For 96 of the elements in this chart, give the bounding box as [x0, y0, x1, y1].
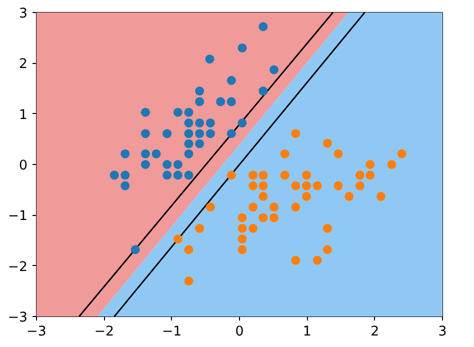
point: [258, 86, 268, 96]
point: [291, 181, 300, 190]
point: [355, 181, 364, 190]
point: [184, 108, 194, 117]
x-tick-label: −2: [94, 324, 114, 340]
y-tick-label: −3: [8, 310, 28, 326]
point: [270, 65, 279, 74]
point: [184, 129, 194, 138]
x-tick-label: 2: [370, 324, 380, 340]
point: [184, 245, 194, 254]
point: [184, 170, 194, 180]
point: [248, 202, 258, 212]
point: [238, 213, 247, 222]
y-tick-label: −1: [8, 209, 28, 224]
point: [184, 118, 194, 128]
point: [397, 149, 406, 158]
point: [226, 129, 236, 138]
y-tick-label: 1: [19, 108, 28, 123]
point: [120, 149, 130, 158]
point: [334, 181, 343, 190]
x-tick-label: 3: [438, 324, 447, 340]
point: [258, 170, 268, 180]
point: [184, 149, 194, 158]
point: [162, 160, 172, 169]
point: [226, 170, 236, 180]
point: [387, 160, 396, 169]
point: [173, 234, 182, 244]
point: [248, 181, 258, 190]
point: [238, 224, 247, 233]
x-tick-label: 1: [302, 324, 312, 340]
point: [238, 234, 247, 244]
point: [162, 129, 172, 138]
point: [110, 170, 119, 180]
point: [280, 170, 290, 180]
point: [291, 202, 300, 212]
point: [355, 170, 364, 180]
point: [173, 160, 182, 169]
point: [152, 149, 161, 158]
point: [226, 76, 236, 85]
point: [334, 149, 343, 158]
point: [195, 139, 204, 148]
point: [195, 118, 204, 128]
y-tick-label: 2: [19, 57, 28, 72]
point: [206, 202, 215, 212]
point: [376, 192, 386, 201]
point: [206, 118, 215, 128]
point: [206, 129, 215, 138]
point: [173, 170, 182, 180]
point: [291, 256, 300, 265]
point: [302, 192, 311, 201]
point: [270, 202, 279, 212]
point: [302, 170, 311, 180]
x-tick-label: −1: [162, 324, 182, 340]
point: [173, 108, 182, 117]
point: [195, 224, 204, 233]
point: [344, 192, 354, 201]
x-tick-label: 0: [235, 324, 244, 340]
point: [226, 97, 236, 106]
point: [312, 181, 322, 190]
point: [184, 139, 194, 148]
point: [140, 149, 150, 158]
point: [162, 170, 172, 180]
point: [195, 86, 204, 96]
point: [258, 22, 268, 32]
point: [205, 54, 214, 64]
point: [270, 213, 279, 222]
point: [130, 245, 140, 254]
point: [120, 181, 130, 190]
point: [248, 170, 258, 180]
y-tick-label: 3: [19, 6, 28, 22]
point: [258, 192, 268, 201]
y-tick-label: 0: [19, 158, 28, 174]
point: [291, 129, 300, 138]
point: [195, 129, 204, 138]
point: [302, 181, 311, 190]
point: [140, 160, 150, 169]
point: [248, 224, 258, 233]
point: [258, 181, 268, 190]
point: [195, 97, 204, 106]
point: [238, 43, 247, 52]
point: [322, 138, 332, 148]
point: [280, 149, 290, 158]
point: [238, 118, 247, 128]
point: [140, 108, 150, 117]
y-tick-label: −2: [8, 260, 28, 275]
point: [140, 129, 150, 138]
point: [216, 97, 226, 106]
point: [120, 170, 130, 180]
point: [184, 276, 194, 286]
point: [258, 213, 268, 222]
point: [322, 245, 332, 254]
point: [312, 256, 322, 265]
point: [238, 245, 247, 254]
point: [322, 224, 332, 233]
point: [366, 160, 375, 169]
point: [366, 170, 375, 180]
